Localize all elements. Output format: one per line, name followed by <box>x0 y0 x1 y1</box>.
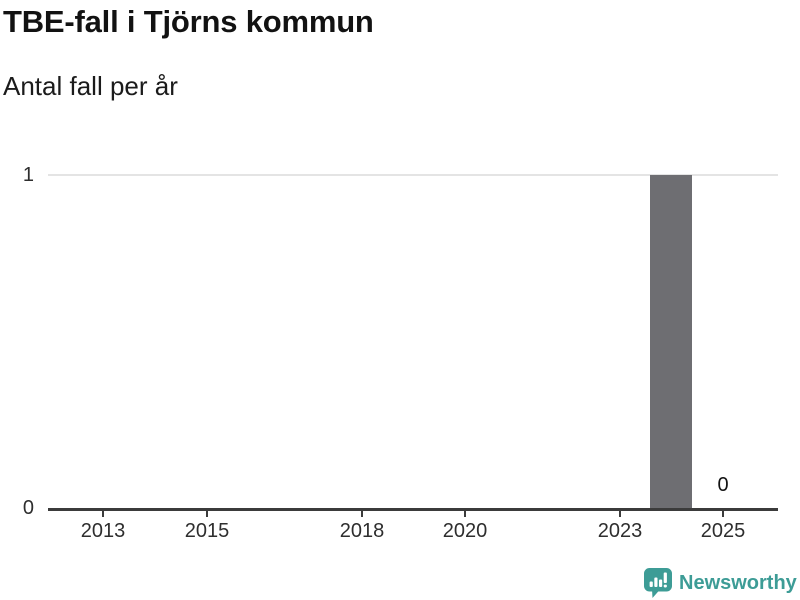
y-axis-tick-label-1: 1 <box>22 164 34 186</box>
chart-title: TBE-fall i Tjörns kommun <box>3 4 374 39</box>
y-axis-tick-label-0: 0 <box>22 497 34 519</box>
x-tick-2020 <box>464 511 466 517</box>
x-axis-tick-label-2018: 2018 <box>339 520 385 542</box>
newsworthy-chart-bubble-icon <box>644 568 672 598</box>
x-tick-2013 <box>102 511 104 517</box>
x-tick-2023 <box>619 511 621 517</box>
value-label-2025: 0 <box>717 474 729 496</box>
chart-subtitle: Antal fall per år <box>3 71 178 101</box>
x-axis-tick-label-2015: 2015 <box>184 520 230 542</box>
bar-2024 <box>650 175 692 508</box>
branding-footer: Newsworthy <box>644 568 797 598</box>
x-axis-tick-label-2013: 2013 <box>80 520 126 542</box>
x-axis-tick-label-2020: 2020 <box>442 520 488 542</box>
newsworthy-wordmark: Newsworthy <box>679 572 797 594</box>
x-axis-tick-label-2025: 2025 <box>700 520 746 542</box>
x-axis-tick-label-2023: 2023 <box>597 520 643 542</box>
y-gridline-1 <box>48 174 778 176</box>
x-tick-2025 <box>722 511 724 517</box>
x-tick-2018 <box>361 511 363 517</box>
x-tick-2015 <box>206 511 208 517</box>
x-axis-line <box>48 508 778 511</box>
